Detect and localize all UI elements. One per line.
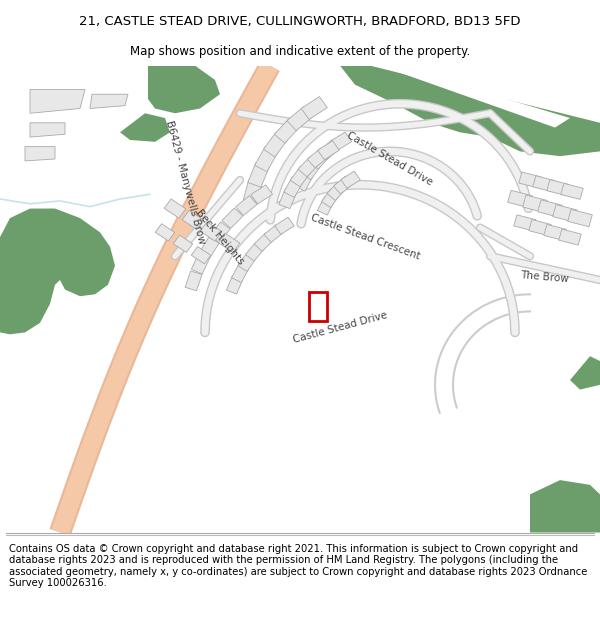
Bar [341, 171, 360, 188]
Bar [309, 149, 330, 169]
Polygon shape [25, 147, 55, 161]
Bar [334, 176, 353, 194]
Bar [248, 163, 269, 188]
Bar [232, 264, 248, 282]
Bar [226, 276, 242, 294]
Bar [533, 176, 555, 192]
Bar [523, 195, 547, 212]
Bar [322, 189, 340, 208]
Text: Castle Stead Drive: Castle Stead Drive [292, 310, 388, 345]
Bar [236, 196, 257, 216]
Bar [327, 182, 346, 201]
Bar [508, 191, 532, 208]
Bar [529, 219, 551, 236]
Bar [238, 253, 256, 271]
Bar [200, 222, 222, 241]
Bar [290, 166, 310, 187]
Text: Contains OS data © Crown copyright and database right 2021. This information is : Contains OS data © Crown copyright and d… [9, 544, 587, 588]
Bar [561, 183, 583, 199]
Bar [519, 172, 541, 188]
Bar [251, 185, 272, 204]
Polygon shape [530, 480, 600, 532]
Bar [263, 132, 287, 157]
Bar [274, 119, 299, 143]
Bar [185, 271, 202, 291]
Bar [173, 235, 193, 252]
Bar [301, 97, 327, 119]
Polygon shape [148, 66, 220, 113]
Polygon shape [30, 122, 65, 137]
Bar [191, 247, 211, 264]
Bar [295, 171, 313, 191]
Bar [287, 107, 313, 131]
Bar [254, 147, 277, 172]
Polygon shape [0, 209, 115, 334]
Bar [553, 204, 577, 222]
Bar [155, 224, 175, 241]
Polygon shape [340, 66, 600, 156]
Bar [243, 180, 262, 203]
Bar [568, 209, 592, 227]
Polygon shape [90, 94, 128, 109]
Text: 21, CASTLE STEAD DRIVE, CULLINGWORTH, BRADFORD, BD13 5FD: 21, CASTLE STEAD DRIVE, CULLINGWORTH, BR… [79, 16, 521, 28]
Polygon shape [120, 113, 170, 142]
Bar [279, 189, 296, 209]
Bar [317, 197, 334, 215]
Polygon shape [30, 89, 85, 113]
Bar [309, 292, 327, 321]
Text: Beck Heights: Beck Heights [194, 208, 246, 267]
Bar [164, 199, 186, 218]
Bar [275, 217, 294, 234]
Bar [191, 254, 209, 274]
Text: Castle Stead Crescent: Castle Stead Crescent [309, 213, 421, 262]
Bar [182, 211, 204, 229]
Bar [538, 200, 562, 217]
Bar [210, 222, 230, 243]
Text: Map shows position and indicative extent of the property.: Map shows position and indicative extent… [130, 46, 470, 58]
Bar [307, 148, 329, 168]
Bar [559, 229, 581, 245]
Text: Castle Stead Drive: Castle Stead Drive [346, 131, 434, 188]
Bar [222, 208, 243, 228]
Text: B6429 - Manywells Brow: B6429 - Manywells Brow [164, 119, 206, 245]
Bar [547, 179, 569, 196]
Text: The Brow: The Brow [520, 270, 569, 284]
Bar [514, 215, 536, 231]
Bar [245, 242, 264, 261]
Bar [200, 238, 219, 258]
Bar [284, 177, 303, 198]
Polygon shape [380, 66, 570, 128]
Bar [319, 139, 340, 159]
Bar [330, 132, 352, 151]
Polygon shape [570, 356, 600, 389]
Bar [298, 156, 319, 177]
Bar [317, 141, 339, 160]
Bar [301, 159, 321, 180]
Bar [218, 233, 240, 253]
Bar [264, 224, 283, 243]
Bar [544, 224, 566, 241]
Bar [254, 233, 273, 251]
